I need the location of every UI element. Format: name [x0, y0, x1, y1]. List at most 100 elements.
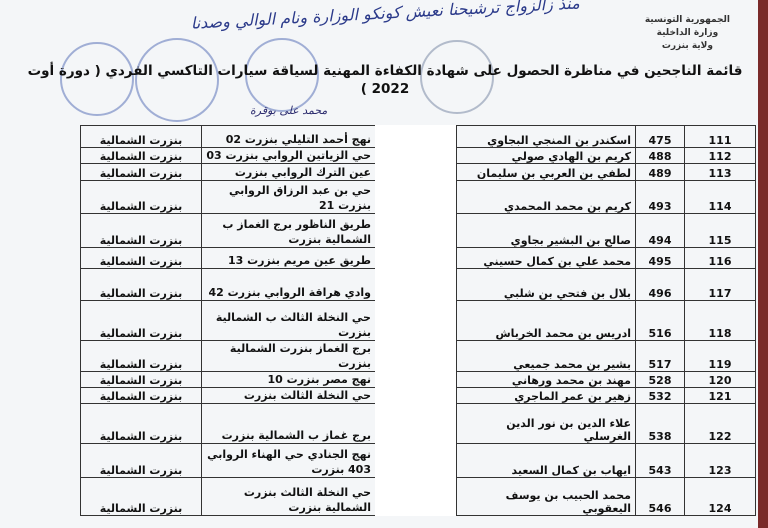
- cell-index: 121: [684, 387, 756, 404]
- cell-name: اسكندر بن المنجي البجاوي: [456, 125, 636, 148]
- official-stamp: [245, 38, 319, 112]
- cell-region: بنزرت الشمالية: [80, 213, 202, 248]
- table-row: 116 495 محمد علي بن كمال حسيني طريق عين مري…: [80, 247, 756, 269]
- cell-number: 546: [635, 477, 685, 516]
- cell-region: بنزرت الشمالية: [80, 180, 202, 214]
- cell-index: 112: [684, 147, 756, 164]
- cell-name: علاء الدين بن نور الدين الغرسلي: [456, 403, 636, 444]
- cell-number: 538: [635, 403, 685, 444]
- table-row: 124 546 محمد الحبيب بن يوسف اليعقوبي حي الن…: [80, 477, 756, 516]
- cell-number: 528: [635, 371, 685, 388]
- cell-name: زهير بن عمر الماجري: [456, 387, 636, 404]
- table-row: 119 517 بشير بن محمد جميعي برج الغماز بنزرت…: [80, 340, 756, 372]
- cell-number: 495: [635, 247, 685, 269]
- org-line: وزارة الداخلية: [656, 28, 719, 38]
- cell-region: بنزرت الشمالية: [80, 371, 202, 388]
- cell-region: بنزرت الشمالية: [80, 403, 202, 444]
- redacted-cell: [375, 477, 457, 516]
- cell-number: 489: [635, 163, 685, 181]
- table-row: 123 543 ايهاب بن كمال السعيد نهج الجنادي حي…: [80, 443, 756, 478]
- cell-name: كريم بن محمد المحمدي: [456, 180, 636, 214]
- cell-region: بنزرت الشمالية: [80, 340, 202, 372]
- cell-number: 532: [635, 387, 685, 404]
- cell-address: برج الغماز بنزرت الشمالية بنزرت: [201, 340, 376, 372]
- cell-number: 493: [635, 180, 685, 214]
- table-row: 113 489 لطفي بن العربي بن سليمان عين الترك …: [80, 163, 756, 181]
- cell-number: 496: [635, 268, 685, 301]
- table-row: 115 494 صالح بن البشير بجاوي طريق الناظور ب…: [80, 213, 756, 248]
- cell-region: بنزرت الشمالية: [80, 247, 202, 269]
- cell-index: 123: [684, 443, 756, 478]
- cell-name: ايهاب بن كمال السعيد: [456, 443, 636, 478]
- cell-name: مهند بن محمد ورهاني: [456, 371, 636, 388]
- cell-region: بنزرت الشمالية: [80, 300, 202, 341]
- table-row: 121 532 زهير بن عمر الماجري حي النخلة الثال…: [80, 387, 756, 404]
- cell-address: عين الترك الروابي بنزرت: [201, 163, 376, 181]
- redacted-cell: [375, 403, 457, 444]
- cell-number: 543: [635, 443, 685, 478]
- handwritten-signature: محمد على بوقرة: [250, 104, 328, 117]
- results-table: 111 475 اسكندر بن المنجي البجاوي نهج أحمد ا…: [80, 125, 756, 516]
- cell-address: طريق عين مريم بنزرت 13: [201, 247, 376, 269]
- redacted-cell: [375, 125, 457, 148]
- table-row: 117 496 بلال بن فتحي بن شلبي وادي هراقة الر…: [80, 268, 756, 301]
- org-line: ولاية بنزرت: [661, 41, 713, 51]
- cell-address: وادي هراقة الروابي بنزرت 42: [201, 268, 376, 301]
- official-stamp: [420, 40, 494, 114]
- cell-number: 517: [635, 340, 685, 372]
- official-stamp: [135, 38, 219, 122]
- cell-name: محمد علي بن كمال حسيني: [456, 247, 636, 269]
- redacted-cell: [375, 371, 457, 388]
- issuing-authority: الجمهورية التونسية وزارة الداخلية ولاية …: [645, 14, 730, 53]
- cell-address: نهج مصر بنزرت 10: [201, 371, 376, 388]
- redacted-cell: [375, 163, 457, 181]
- cell-address: نهج الجنادي حي الهناء الروابي 403 بنزرت: [201, 443, 376, 478]
- official-stamp: [60, 42, 134, 116]
- table-row: 122 538 علاء الدين بن نور الدين الغرسلي برج…: [80, 403, 756, 444]
- cell-index: 124: [684, 477, 756, 516]
- cell-address: حي النخلة الثالث بنزرت الشمالية بنزرت: [201, 477, 376, 516]
- cell-index: 115: [684, 213, 756, 248]
- redacted-cell: [375, 147, 457, 164]
- cell-name: صالح بن البشير بجاوي: [456, 213, 636, 248]
- cell-index: 116: [684, 247, 756, 269]
- cell-name: محمد الحبيب بن يوسف اليعقوبي: [456, 477, 636, 516]
- cell-name: بشير بن محمد جميعي: [456, 340, 636, 372]
- table-row: 112 488 كريم بن الهادي صولي حي الزياتين الر…: [80, 147, 756, 164]
- redacted-cell: [375, 340, 457, 372]
- cell-address: حي الزياتين الروابي بنزرت 03: [201, 147, 376, 164]
- cell-index: 111: [684, 125, 756, 148]
- cell-index: 119: [684, 340, 756, 372]
- cell-name: ادريس بن محمد الخرباش: [456, 300, 636, 341]
- redacted-cell: [375, 180, 457, 214]
- cell-address: حي بن عبد الرزاق الروابي بنزرت 21: [201, 180, 376, 214]
- cell-index: 118: [684, 300, 756, 341]
- page-edge: [758, 0, 768, 528]
- cell-number: 488: [635, 147, 685, 164]
- cell-address: نهج أحمد التليلي بنزرت 02: [201, 125, 376, 148]
- cell-index: 122: [684, 403, 756, 444]
- cell-index: 113: [684, 163, 756, 181]
- cell-number: 475: [635, 125, 685, 148]
- cell-region: بنزرت الشمالية: [80, 387, 202, 404]
- cell-address: حي النخلة الثالث بنزرت: [201, 387, 376, 404]
- org-line: الجمهورية التونسية: [644, 15, 730, 25]
- redacted-cell: [375, 443, 457, 478]
- cell-index: 117: [684, 268, 756, 301]
- cell-number: 494: [635, 213, 685, 248]
- cell-address: برج غماز ب الشمالية بنزرت: [201, 403, 376, 444]
- cell-region: بنزرت الشمالية: [80, 268, 202, 301]
- redacted-cell: [375, 213, 457, 248]
- cell-region: بنزرت الشمالية: [80, 147, 202, 164]
- cell-index: 120: [684, 371, 756, 388]
- cell-name: كريم بن الهادي صولي: [456, 147, 636, 164]
- cell-region: بنزرت الشمالية: [80, 163, 202, 181]
- table-row: 111 475 اسكندر بن المنجي البجاوي نهج أحمد ا…: [80, 125, 756, 148]
- redacted-cell: [375, 247, 457, 269]
- redacted-cell: [375, 268, 457, 301]
- table-row: 120 528 مهند بن محمد ورهاني نهج مصر بنزرت 1…: [80, 371, 756, 388]
- cell-name: بلال بن فتحي بن شلبي: [456, 268, 636, 301]
- redacted-cell: [375, 387, 457, 404]
- cell-index: 114: [684, 180, 756, 214]
- cell-address: حي النخلة الثالث ب الشمالية بنزرت: [201, 300, 376, 341]
